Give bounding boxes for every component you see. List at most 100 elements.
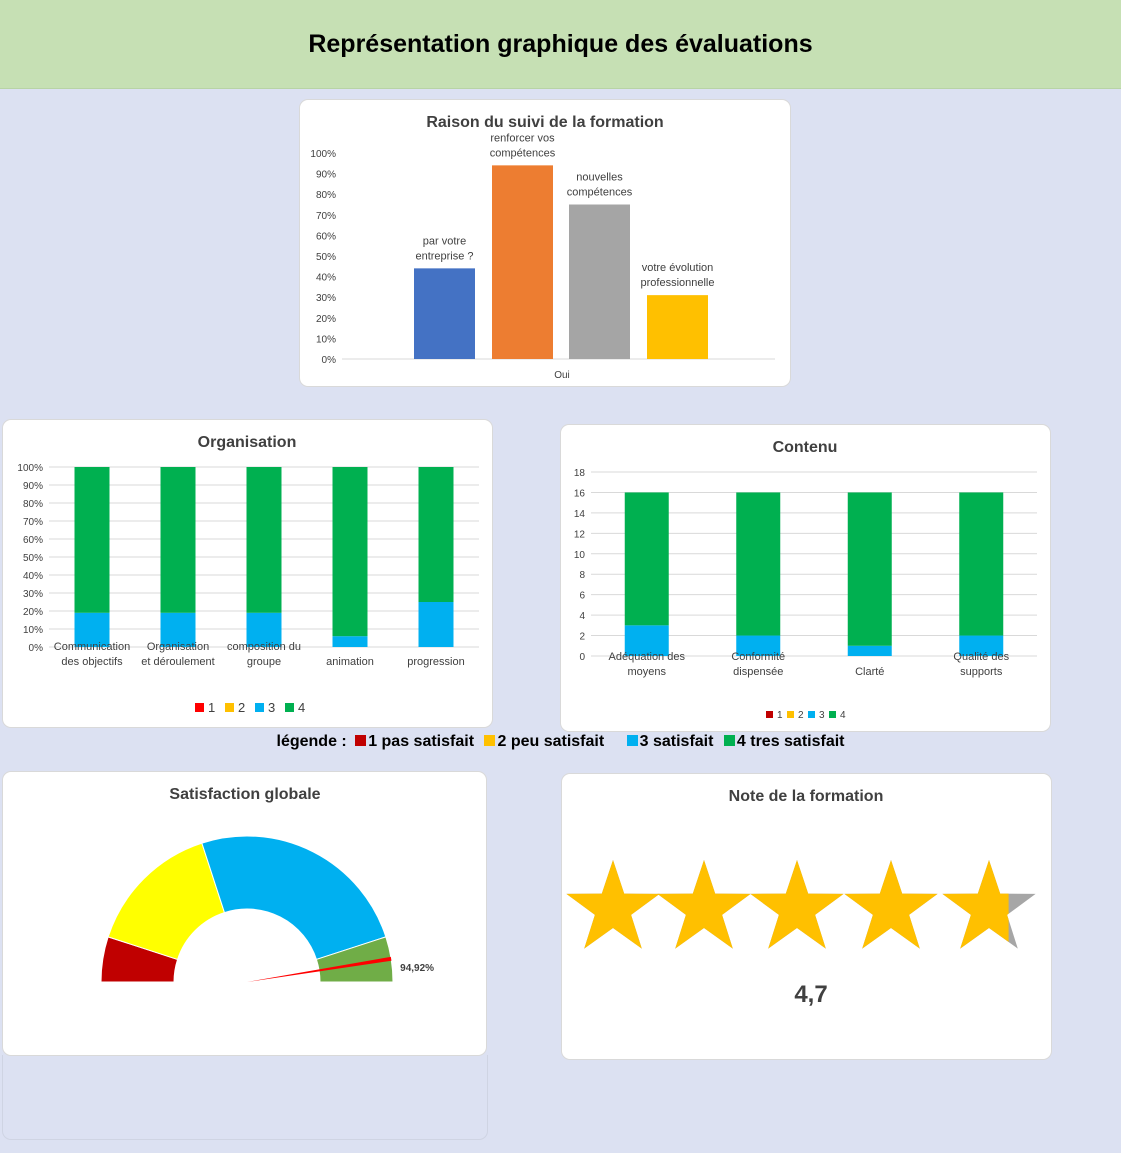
y-tick-label: 100%	[17, 463, 43, 474]
y-tick-label: 4	[579, 611, 585, 622]
bar-segment	[160, 467, 196, 613]
legend-swatch	[225, 703, 234, 712]
bar-segment	[624, 625, 669, 656]
y-tick-label: 70%	[316, 211, 336, 222]
legend-label-1: 1 pas satisfait	[368, 733, 475, 750]
bar-segment	[847, 492, 892, 646]
y-tick-label: 20%	[23, 607, 43, 618]
bar-segment	[736, 635, 781, 656]
y-tick-label: 16	[574, 488, 586, 499]
bar-data-label: renforcer vos compétences	[490, 132, 556, 159]
y-tick-label: 0	[579, 652, 585, 663]
star-filled-icon	[942, 860, 1009, 949]
legend-swatch	[787, 711, 794, 718]
x-category-label: Conformité dispensée	[731, 651, 785, 678]
y-tick-label: 10%	[316, 334, 336, 345]
bar-segment	[332, 636, 368, 647]
gauge-segment	[107, 842, 226, 961]
star-filled-icon	[844, 860, 938, 949]
raison-chart: Raison du suivi de la formation 0% 10% 20% 3…	[310, 114, 775, 381]
raison-chart-card: Raison du suivi de la formation 0% 10% 20% 3…	[299, 99, 791, 387]
gauge-needle	[247, 956, 392, 982]
x-category-label: Organisation et déroulement	[141, 641, 214, 668]
bar-segment	[959, 492, 1004, 636]
legend-label: 4	[840, 710, 846, 721]
y-tick-label: 18	[574, 468, 586, 479]
legend-label: 3	[268, 700, 275, 715]
legend-swatch	[285, 703, 294, 712]
y-tick-label: 60%	[316, 231, 336, 242]
gauge-value-label: 94,92%	[400, 963, 434, 974]
legend-label-4: 4 tres satisfait	[736, 733, 845, 750]
legend-swatch	[829, 711, 836, 718]
y-tick-label: 80%	[23, 499, 43, 510]
legend-label-3: 3 satisfait	[639, 733, 714, 750]
y-tick-label: 12	[574, 529, 586, 540]
legend-label: 3	[819, 710, 825, 721]
y-tick-label: 30%	[316, 293, 336, 304]
x-category-label: Communication des objectifs	[54, 641, 130, 668]
bar-data-label: votre évolution professionnelle	[641, 262, 715, 289]
legend-label: 2	[238, 700, 245, 715]
legend-label: 4	[298, 700, 305, 715]
bar	[647, 295, 708, 359]
page-header: Représentation graphique des évaluations	[0, 0, 1121, 89]
legend-swatch-2	[484, 735, 496, 746]
bar-data-label: nouvelles compétences	[567, 172, 633, 199]
legend-label: 1	[208, 700, 215, 715]
legend-label-2: 2 peu satisfait	[497, 733, 605, 750]
bar-segment	[418, 467, 454, 602]
contenu-chart-card: Contenu 0 2 4 6 8 10 12 14 16 18 Adéquation des moye…	[560, 424, 1051, 732]
bar-data-label: par votre entreprise ?	[415, 235, 473, 262]
y-tick-label: 70%	[23, 517, 43, 528]
y-tick-label: 14	[574, 509, 586, 520]
legend-swatch-4	[723, 735, 735, 746]
x-category-label: Qualité des supports	[953, 651, 1009, 678]
legend-line: légende : 1 pas satisfait 2 peu satisfai…	[0, 733, 1121, 751]
chart-title: Note de la formation	[729, 788, 884, 805]
chart-title: Satisfaction globale	[169, 786, 320, 803]
legend-swatch	[808, 711, 815, 718]
organisation-chart-card: Organisation 0% 10% 20% 30% 40% 50% 60% 70% 80% 90…	[2, 419, 493, 728]
x-category-label: Adéquation des moyens	[609, 651, 686, 678]
chart-title: Raison du suivi de la formation	[426, 114, 663, 131]
note-value-label: 4,7	[794, 981, 827, 1008]
y-tick-label: 80%	[316, 190, 336, 201]
bar-segment	[74, 612, 110, 647]
legend-swatch	[255, 703, 264, 712]
legend-swatch-1	[355, 735, 367, 746]
y-tick-label: 0%	[322, 355, 337, 366]
bar-segment	[246, 612, 282, 647]
legend-swatch	[766, 711, 773, 718]
bar-segment	[160, 612, 196, 647]
chart-title: Organisation	[198, 434, 297, 451]
y-tick-label: 8	[579, 570, 585, 581]
chart-title: Contenu	[773, 439, 838, 456]
star-filled-icon	[566, 860, 660, 949]
bar	[414, 268, 475, 359]
y-tick-label: 90%	[23, 481, 43, 492]
y-tick-label: 40%	[23, 571, 43, 582]
note-chart-card: Note de la formation 4,7	[561, 773, 1052, 1060]
bar-segment	[624, 492, 669, 626]
x-category-label: animation	[326, 656, 374, 668]
bar-segment	[847, 645, 892, 656]
y-tick-label: 20%	[316, 314, 336, 325]
legend-swatch	[195, 703, 204, 712]
bar-segment	[246, 467, 282, 613]
x-category-label: progression	[407, 656, 464, 668]
star-filled-icon	[657, 860, 751, 949]
legend-swatch-3	[626, 735, 638, 746]
star-filled-icon	[750, 860, 844, 949]
bar-segment	[959, 635, 1004, 656]
y-tick-label: 90%	[316, 170, 336, 181]
x-category-label: composition du groupe	[227, 641, 301, 668]
y-tick-label: 0%	[29, 643, 44, 654]
y-tick-label: 100%	[310, 149, 336, 160]
legend-label: 2	[798, 710, 804, 721]
y-tick-label: 2	[579, 632, 585, 643]
y-tick-label: 40%	[316, 273, 336, 284]
y-tick-label: 6	[579, 591, 585, 602]
satisfaction-gauge: Satisfaction globale 94,92%	[100, 786, 434, 983]
